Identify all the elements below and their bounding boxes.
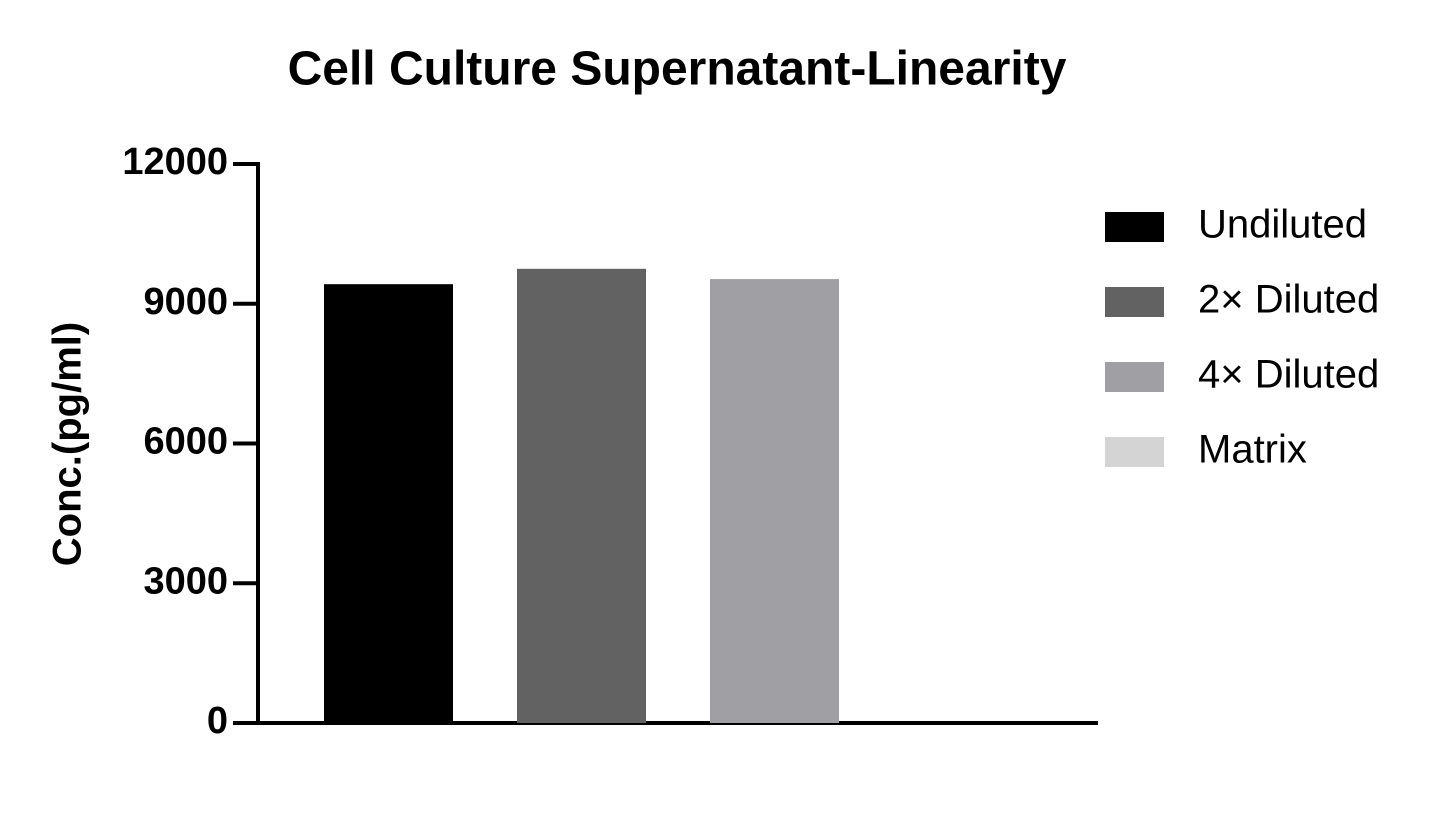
bar: [710, 279, 839, 723]
legend-label: Undiluted: [1198, 203, 1367, 247]
y-tick-label: 0: [207, 700, 228, 742]
y-tick-label: 6000: [143, 421, 228, 463]
bar: [324, 284, 453, 723]
chart-title: Cell Culture Supernatant-Linearity: [288, 43, 1067, 96]
legend-label: Matrix: [1198, 428, 1307, 472]
y-tick-label: 3000: [143, 560, 228, 602]
legend-swatch: [1105, 437, 1164, 467]
legend-swatch: [1105, 212, 1164, 242]
y-axis-label: Conc.(pg/ml): [46, 322, 90, 566]
y-tick-label: 12000: [122, 141, 228, 183]
bar: [517, 268, 646, 723]
y-tick-label: 9000: [143, 281, 228, 323]
legend-swatch: [1105, 287, 1164, 317]
legend-label: 4× Diluted: [1198, 353, 1379, 397]
legend-swatch: [1105, 362, 1164, 392]
legend-label: 2× Diluted: [1198, 278, 1379, 322]
